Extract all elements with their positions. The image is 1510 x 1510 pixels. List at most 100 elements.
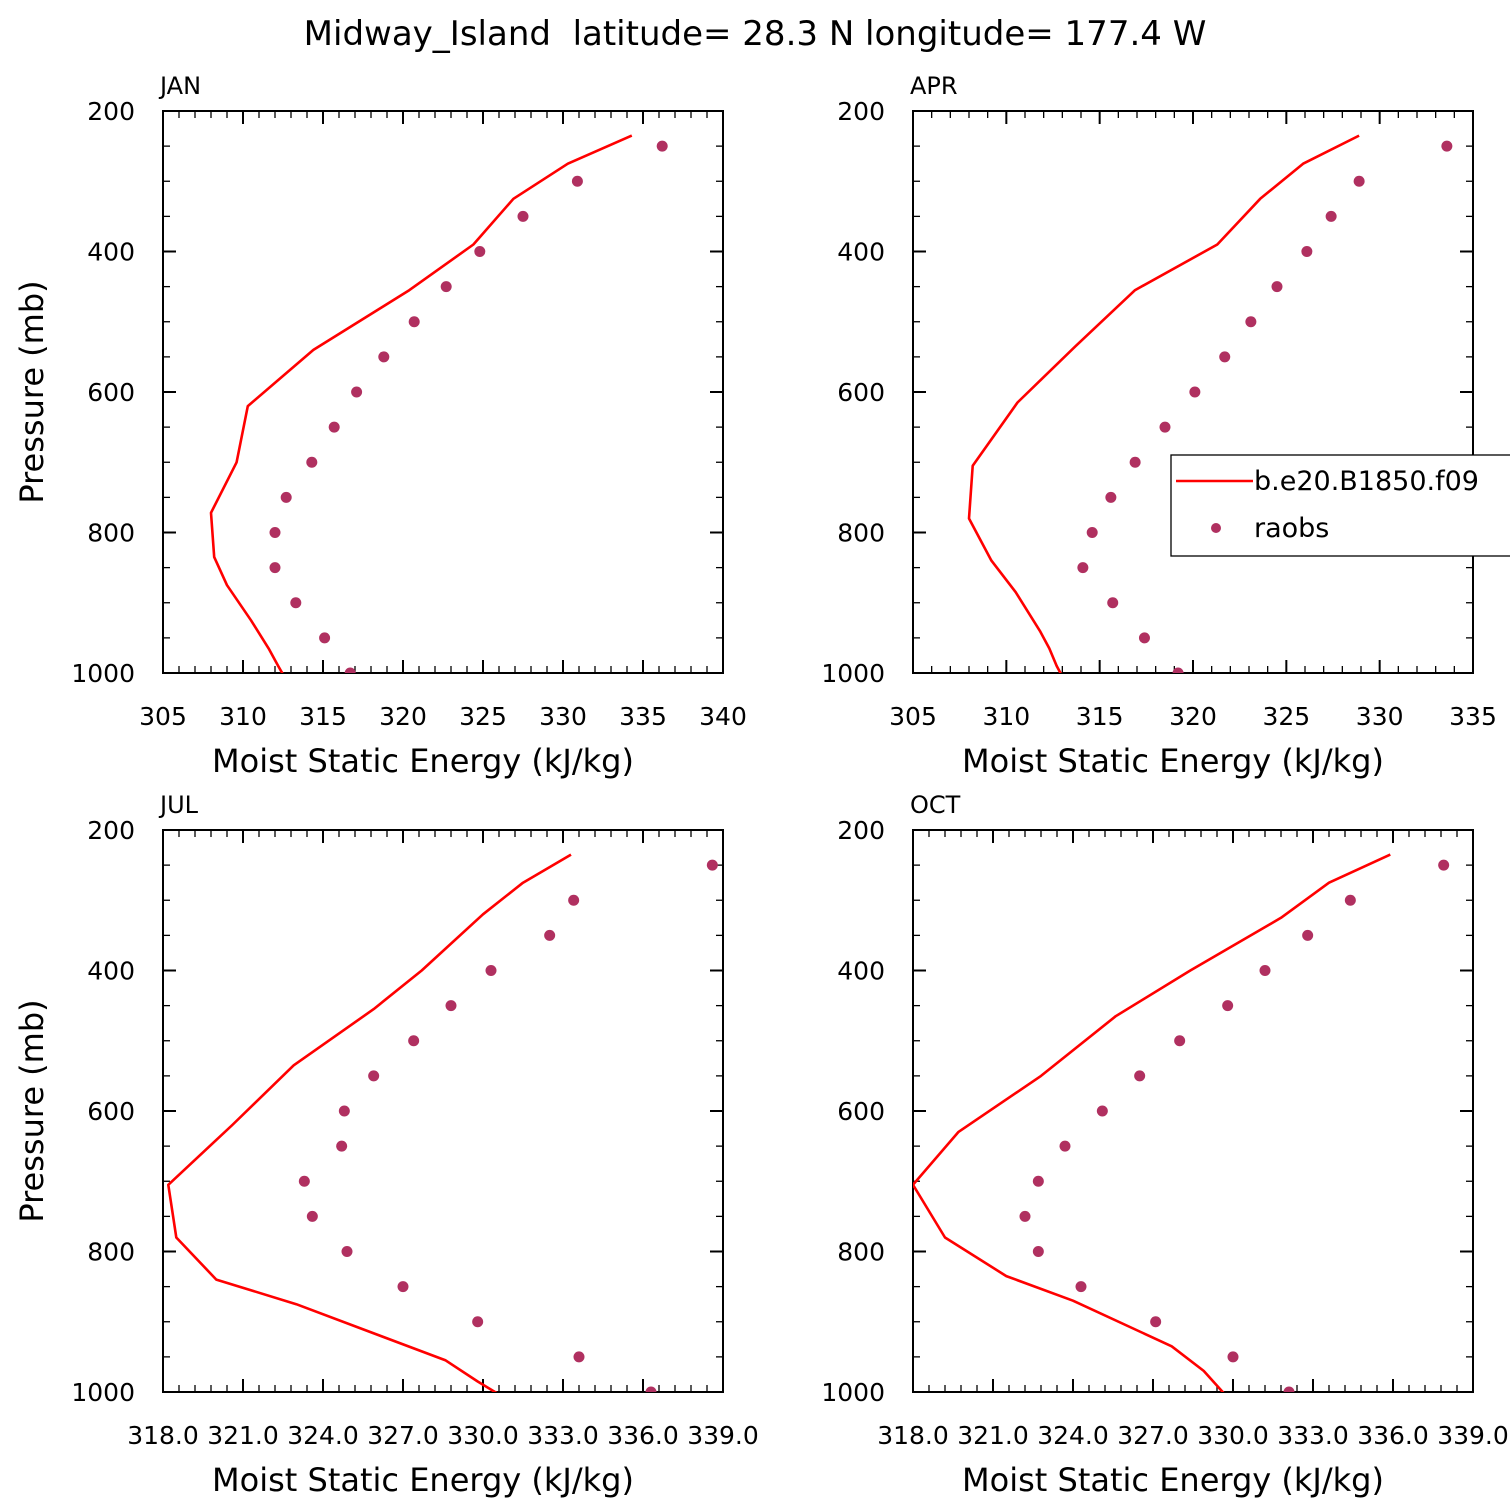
raobs-point	[1096, 1105, 1108, 1117]
panel-jul: JUL 200 400 600 800 1000 318.0 321.0 324.0 327.0 3…	[13, 791, 759, 1499]
x-tick-label: 315	[299, 702, 347, 731]
model-line	[167, 853, 572, 1392]
x-axis-title-jan: Moist Static Energy (kJ/kg)	[212, 742, 634, 780]
plot-data-jul	[167, 853, 718, 1392]
x-tick-label: 333.0	[527, 1421, 599, 1450]
raobs-point	[368, 1070, 380, 1082]
raobs-point	[344, 667, 356, 673]
raobs-point	[1441, 140, 1453, 152]
x-tick-label: 325	[459, 702, 507, 731]
raobs-point	[1227, 1351, 1239, 1363]
x-tick-label: 327.0	[367, 1421, 439, 1450]
plot-frame-oct	[912, 829, 1474, 1393]
raobs-point	[1107, 597, 1119, 609]
x-tick-label: 321.0	[957, 1421, 1029, 1450]
panel-title-oct: OCT	[910, 791, 961, 819]
figure-title: Midway_Island latitude= 28.3 N longitude…	[304, 14, 1207, 54]
model-line	[209, 134, 633, 673]
x-tick-label: 330.0	[447, 1421, 519, 1450]
raobs-point	[269, 562, 281, 574]
x-tick-label: 324.0	[1037, 1421, 1109, 1450]
raobs-point	[1059, 1140, 1071, 1152]
model-line	[913, 853, 1391, 1392]
x-tick-label: 330	[1356, 702, 1404, 731]
raobs-point	[378, 351, 390, 363]
x-tick-label: 310	[219, 702, 267, 731]
raobs-point	[306, 1210, 318, 1222]
raobs-point	[645, 1386, 657, 1392]
y-axis-title-jul: Pressure (mb)	[13, 999, 51, 1222]
raobs-point	[298, 1175, 310, 1187]
y-tick-label: 600	[837, 378, 885, 407]
raobs-point	[397, 1281, 409, 1293]
raobs-point	[1086, 527, 1098, 538]
y-tick-label: 200	[837, 97, 885, 126]
raobs-point	[1159, 421, 1171, 433]
x-tick-label: 320	[1169, 702, 1217, 731]
x-tick-label: 333.0	[1277, 1421, 1349, 1450]
raobs-point	[1301, 246, 1313, 257]
raobs-point	[328, 421, 340, 433]
raobs-point	[472, 1316, 484, 1328]
x-tick-label: 325	[1262, 702, 1310, 731]
raobs-point	[1019, 1210, 1031, 1222]
x-tick-label: 315	[1076, 702, 1124, 731]
raobs-point	[1172, 667, 1184, 673]
x-tick-label: 340	[699, 702, 747, 731]
x-tick-label: 330.0	[1197, 1421, 1269, 1450]
raobs-point	[1189, 386, 1201, 398]
y-tick-label: 200	[87, 97, 135, 126]
raobs-point	[1344, 894, 1356, 906]
x-tick-label: 320	[379, 702, 427, 731]
raobs-point	[269, 527, 281, 538]
raobs-point	[1077, 562, 1089, 574]
x-tick-label: 335	[619, 702, 667, 731]
raobs-point	[408, 316, 420, 328]
legend-box	[1170, 454, 1510, 557]
x-axis-title-oct: Moist Static Energy (kJ/kg)	[962, 1461, 1384, 1499]
raobs-point	[1219, 351, 1231, 363]
plot-data-oct	[913, 853, 1450, 1392]
raobs-point	[408, 1035, 420, 1047]
raobs-point	[1150, 1316, 1162, 1328]
raobs-point	[319, 632, 331, 644]
raobs-point	[1222, 1000, 1234, 1012]
y-tick-label: 400	[837, 957, 885, 986]
model-line	[967, 134, 1360, 673]
raobs-point	[1129, 456, 1141, 468]
raobs-point	[1283, 1386, 1295, 1392]
raobs-point	[1245, 316, 1257, 328]
x-axis-title-apr: Moist Static Energy (kJ/kg)	[962, 742, 1384, 780]
y-tick-label: 1000	[71, 659, 135, 688]
x-tick-label: 339.0	[1437, 1421, 1509, 1450]
raobs-point	[573, 1351, 585, 1363]
plot-frame-jan	[162, 110, 724, 674]
y-tick-label: 600	[837, 1097, 885, 1126]
plot-data-jan	[209, 134, 668, 673]
panel-title-jul: JUL	[158, 791, 199, 819]
raobs-point	[1325, 210, 1337, 222]
raobs-point	[306, 456, 318, 468]
y-tick-label: 800	[837, 519, 885, 548]
y-tick-label: 1000	[71, 1378, 135, 1407]
x-tick-label: 324.0	[287, 1421, 359, 1450]
raobs-point	[338, 1105, 350, 1117]
raobs-point	[1105, 491, 1117, 503]
y-tick-label: 200	[837, 816, 885, 845]
raobs-point	[544, 929, 556, 941]
x-tick-label: 318.0	[877, 1421, 949, 1450]
raobs-point	[1032, 1175, 1044, 1187]
legend: b.e20.B1850.f09 raobs	[1170, 454, 1510, 557]
y-tick-label: 400	[837, 238, 885, 267]
x-tick-label: 310	[982, 702, 1030, 731]
y-tick-label: 800	[837, 1238, 885, 1267]
x-tick-label: 318.0	[127, 1421, 199, 1450]
raobs-point	[1032, 1246, 1044, 1257]
x-tick-label: 305	[889, 702, 937, 731]
y-tick-label: 400	[87, 957, 135, 986]
y-tick-label: 600	[87, 1097, 135, 1126]
x-tick-label: 339.0	[687, 1421, 759, 1450]
